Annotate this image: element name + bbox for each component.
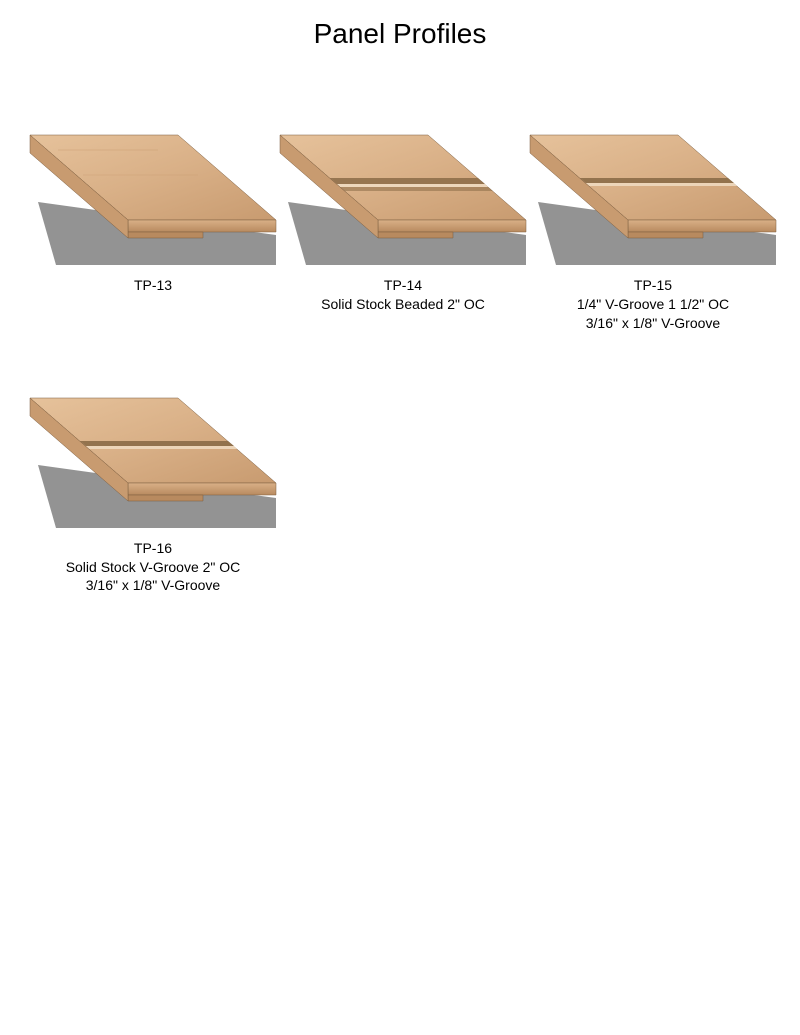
panel-illustration-tp-14 bbox=[278, 120, 528, 270]
profile-card: TP-16 Solid Stock V-Groove 2" OC 3/16" x… bbox=[28, 383, 278, 596]
panel-illustration-tp-13 bbox=[28, 120, 278, 270]
panel-illustration-tp-16 bbox=[28, 383, 278, 533]
page-title: Panel Profiles bbox=[0, 0, 800, 50]
profile-desc: 1/4" V-Groove 1 1/2" OC bbox=[577, 295, 729, 314]
profile-desc: 3/16" x 1/8" V-Groove bbox=[577, 314, 729, 333]
profile-code: TP-16 bbox=[66, 539, 241, 558]
profile-card: TP-14 Solid Stock Beaded 2" OC bbox=[278, 120, 528, 333]
profile-card: TP-13 bbox=[28, 120, 278, 333]
profile-grid: TP-13 bbox=[28, 120, 788, 595]
profile-card: TP-15 1/4" V-Groove 1 1/2" OC 3/16" x 1/… bbox=[528, 120, 778, 333]
profile-desc: 3/16" x 1/8" V-Groove bbox=[66, 576, 241, 595]
profile-desc: Solid Stock V-Groove 2" OC bbox=[66, 558, 241, 577]
profile-code: TP-13 bbox=[134, 276, 172, 295]
profile-desc: Solid Stock Beaded 2" OC bbox=[321, 295, 485, 314]
profile-code: TP-15 bbox=[577, 276, 729, 295]
panel-illustration-tp-15 bbox=[528, 120, 778, 270]
profile-code: TP-14 bbox=[321, 276, 485, 295]
